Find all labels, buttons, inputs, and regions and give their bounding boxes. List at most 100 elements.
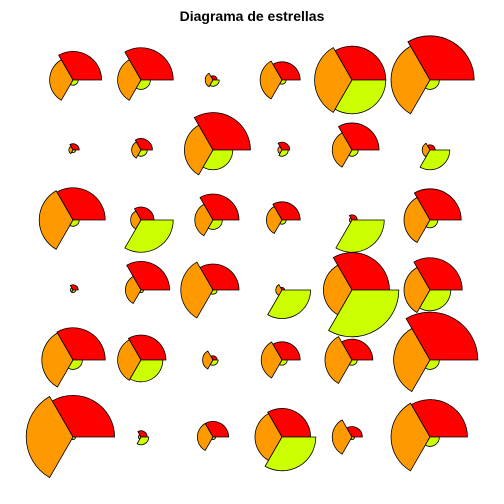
star-15-segment-1 [199,193,240,221]
star-36-segment-3 [424,436,440,447]
star-9-segment-1 [193,112,251,151]
star-20 [125,261,171,305]
star-29-segment-3 [348,359,358,366]
star-17 [335,214,385,253]
star-26 [117,334,167,383]
star-27 [202,350,219,370]
star-5-segment-1 [334,45,387,81]
star-21 [180,261,240,319]
star-1-segment-3 [69,79,79,86]
star-3-segment-2 [204,72,214,88]
star-13-segment-1 [56,187,106,221]
star-33-segment-2 [197,422,214,452]
star-11-segment-3 [348,149,359,157]
star-9-segment-3 [202,149,234,171]
star-25 [41,327,106,388]
star-14 [124,206,174,253]
star-34-segment-1 [267,408,312,438]
star-14-segment-3 [124,219,174,253]
stars-layer [25,35,479,479]
star-3-segment-3 [209,79,220,87]
star-35 [331,419,363,455]
star-20-segment-2 [125,275,142,305]
star-13 [38,187,106,250]
star-15-segment-3 [207,219,223,230]
star-31-segment-3 [71,436,77,440]
star-13-segment-2 [38,190,74,250]
star-25-segment-2 [41,332,74,388]
star-2-segment-3 [135,79,151,90]
star-13-segment-3 [69,219,80,227]
star-32-segment-3 [136,436,150,446]
star-2-segment-2 [117,59,142,101]
star-24-segment-3 [419,289,452,312]
star-16-segment-2 [266,205,283,235]
star-11 [331,122,380,168]
star-6 [390,35,475,115]
star-21-segment-3 [210,289,218,295]
star-18 [403,188,462,244]
star-8-segment-3 [137,149,148,157]
star-24-segment-2 [403,266,431,314]
star-4-segment-3 [279,79,287,85]
star-18-segment-2 [403,196,431,244]
star-25-segment-3 [67,359,83,370]
star-29 [324,336,374,384]
star-15 [194,193,240,237]
star-15-segment-2 [194,203,214,237]
star-1-segment-2 [49,59,74,101]
star-12 [419,142,451,171]
star-24-segment-1 [413,257,463,291]
star-30 [393,311,479,393]
star-4-segment-2 [259,60,283,100]
star-27-segment-3 [209,359,219,366]
star-31-segment-2 [25,395,74,479]
star-25-segment-1 [56,327,106,361]
star-9 [183,112,251,176]
star-31 [25,395,116,479]
star-34 [254,408,317,472]
star-10 [277,141,291,157]
star-16-segment-3 [279,219,287,225]
star-30-segment-3 [424,359,440,370]
star-11-segment-2 [331,132,353,168]
star-23-segment-1 [332,252,390,291]
star-5-segment-3 [334,79,387,115]
star-36 [390,399,468,472]
star-22-segment-3 [267,289,312,319]
star-1-segment-1 [58,51,103,81]
star-33 [197,421,230,452]
star-6-segment-2 [390,45,431,115]
star-5-segment-2 [314,47,353,113]
star-32 [136,430,150,446]
star-4 [259,60,301,100]
star-34-segment-3 [264,436,317,472]
star-7 [68,143,80,155]
star-21-segment-1 [199,263,240,291]
star-5 [314,45,387,115]
star-23 [322,252,400,338]
star-19-segment-3 [71,289,77,293]
star-22 [267,284,312,319]
star-20-segment-3 [139,289,145,293]
star-2-segment-1 [124,47,174,81]
star-30-segment-2 [393,327,431,393]
star-21-segment-2 [180,261,214,319]
star-17-segment-3 [335,219,385,253]
star-28-segment-3 [278,359,288,366]
star-23-segment-3 [328,289,400,338]
chart-title: Diagrama de estrellas [180,8,325,24]
star-30-segment-1 [405,311,479,361]
star-6-segment-3 [424,79,440,90]
star-36-segment-1 [410,399,468,438]
star-26-segment-2 [117,339,142,381]
star-6-segment-1 [407,35,475,81]
star-7-segment-2 [68,145,74,155]
star-7-segment-3 [71,149,77,153]
star-35-segment-3 [350,436,356,440]
star-1 [49,51,103,101]
star-33-segment-3 [211,436,217,440]
star-26-segment-1 [127,334,167,361]
